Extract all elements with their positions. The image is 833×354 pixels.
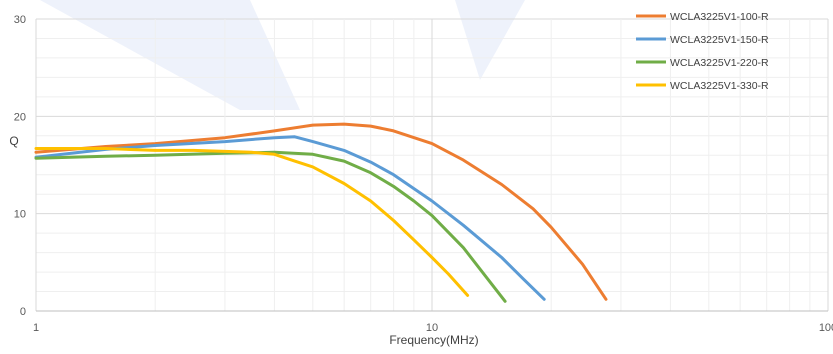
- series-line-wcla3225v1-150-r: [34, 135, 546, 301]
- y-tick-label: 0: [20, 306, 26, 318]
- x-tick-label: 1: [33, 322, 39, 334]
- series-line-wcla3225v1-330-r: [34, 147, 470, 297]
- tick-labels: 0 10 20 30 1 10 100: [14, 14, 833, 334]
- watermark-shape: [455, 0, 525, 80]
- watermark-shape: [40, 0, 300, 110]
- y-axis-title: Q: [9, 134, 18, 148]
- legend-label: WCLA3225V1-150-R: [670, 34, 769, 46]
- watermark-logo: [40, 0, 525, 110]
- y-tick-label: 20: [14, 111, 26, 123]
- series-line-wcla3225v1-100-r: [34, 122, 608, 301]
- grid-lines: [35, 18, 829, 312]
- series-lines: [34, 122, 608, 303]
- x-tick-label: 100: [819, 322, 833, 334]
- series-line-wcla3225v1-220-r: [34, 150, 507, 303]
- legend-label: WCLA3225V1-100-R: [670, 11, 769, 23]
- y-tick-label: 10: [14, 209, 26, 221]
- legend: WCLA3225V1-100-R WCLA3225V1-150-R WCLA3225…: [636, 11, 769, 92]
- x-axis-title: Frequency(MHz): [389, 333, 478, 347]
- legend-label: WCLA3225V1-220-R: [670, 57, 769, 69]
- x-tick-label: 10: [426, 322, 438, 334]
- y-tick-label: 30: [14, 14, 26, 26]
- legend-label: WCLA3225V1-330-R: [670, 80, 769, 92]
